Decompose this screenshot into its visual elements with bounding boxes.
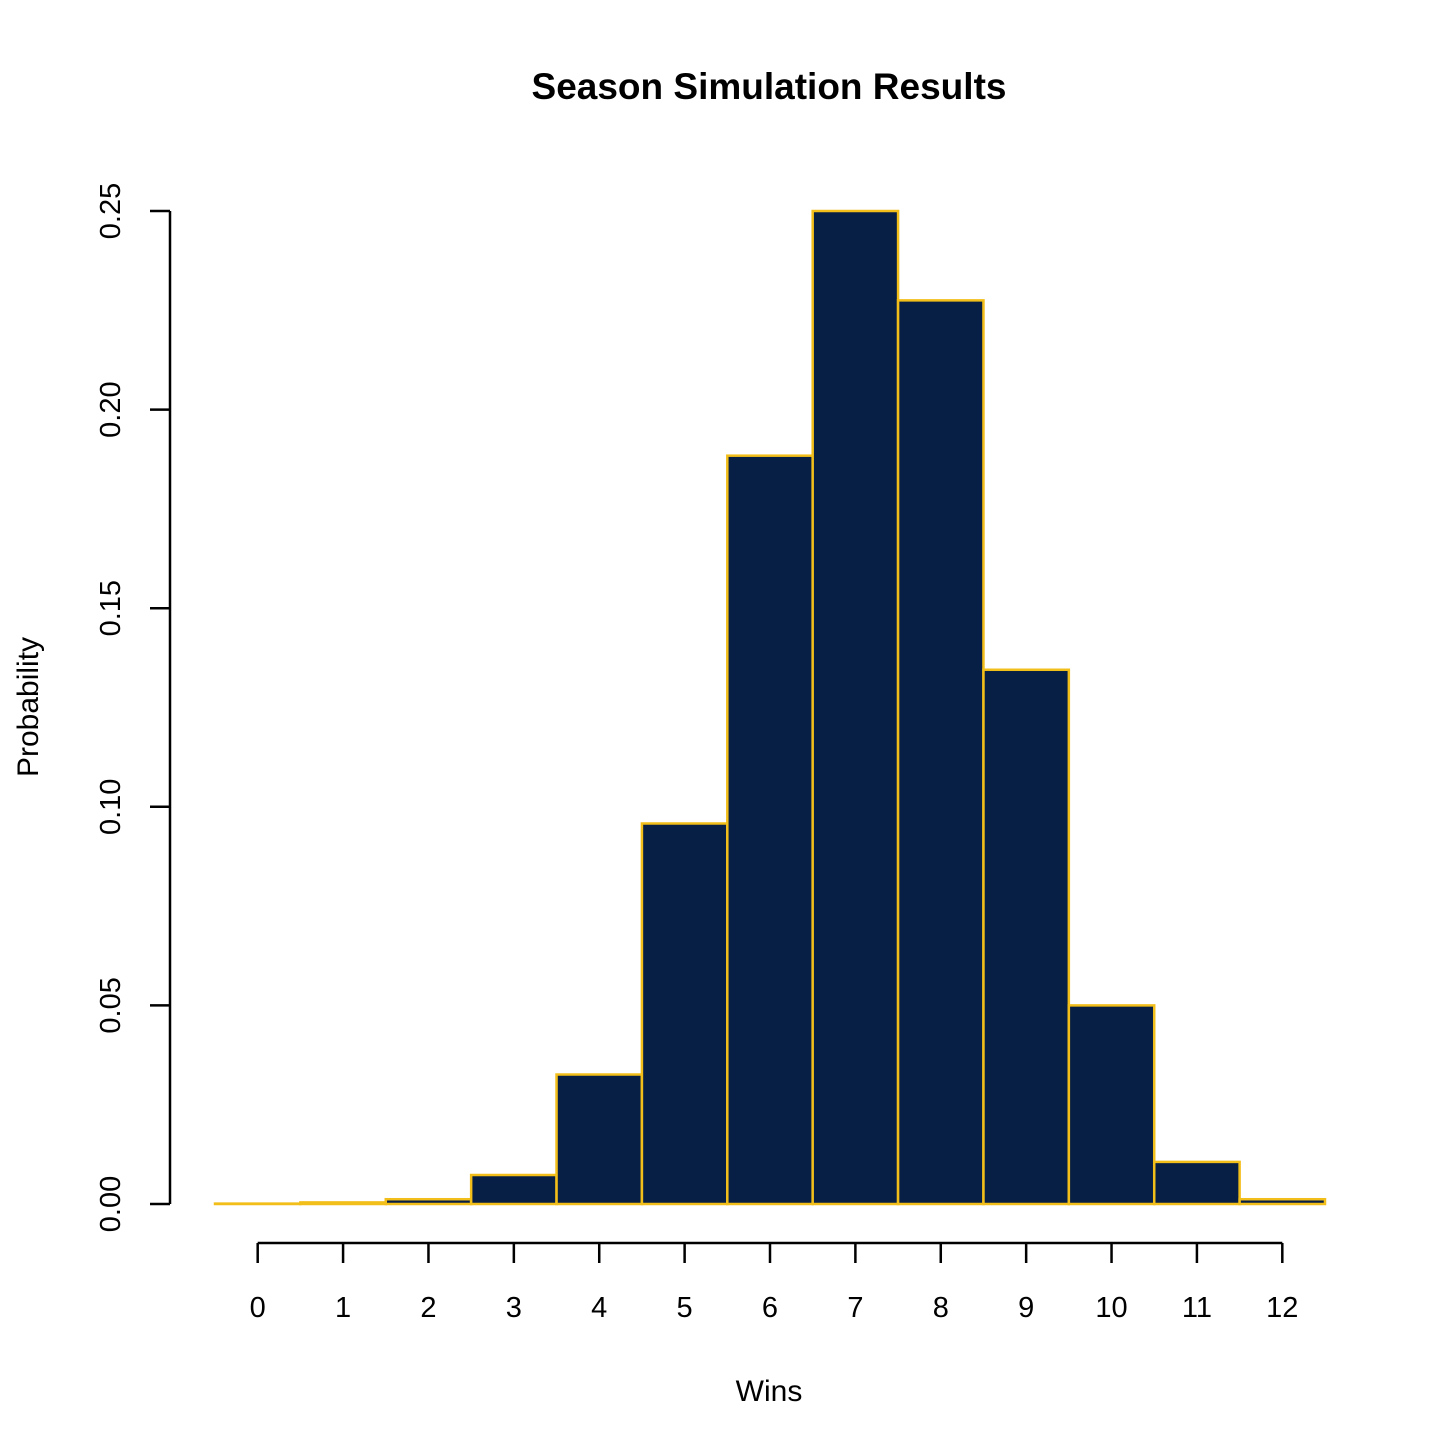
chart-title: Season Simulation Results	[532, 66, 1007, 107]
bar-8-wins	[896, 299, 985, 1206]
x-tick-label: 6	[762, 1292, 778, 1324]
bar-5-wins	[640, 822, 729, 1206]
x-tick-label: 9	[1018, 1292, 1034, 1324]
x-tick-label: 12	[1266, 1292, 1298, 1324]
bar-9-wins	[982, 668, 1071, 1206]
x-tick-label: 4	[591, 1292, 607, 1324]
x-axis-label: Wins	[736, 1375, 803, 1408]
bar-4-wins	[555, 1073, 644, 1206]
x-tick-label: 10	[1095, 1292, 1127, 1324]
x-tick-label: 8	[933, 1292, 949, 1324]
y-tick-label: 0.05	[95, 977, 127, 1033]
y-tick-label: 0.00	[95, 1176, 127, 1232]
bar-2-wins	[384, 1197, 473, 1206]
y-tick-label: 0.20	[95, 381, 127, 437]
x-axis: 0 1 2 3 4 5 6 7 8 9 10 11 12	[250, 1241, 1298, 1324]
y-tick-label: 0.25	[95, 183, 127, 239]
bar-3-wins	[469, 1173, 558, 1206]
bar-12-wins	[1238, 1197, 1327, 1206]
y-axis-label: Probability	[12, 637, 45, 777]
bar-1-wins	[299, 1201, 388, 1206]
x-tick-label: 7	[847, 1292, 863, 1324]
y-tick-label: 0.15	[95, 580, 127, 636]
x-tick-label: 1	[335, 1292, 351, 1324]
bar-11-wins	[1152, 1160, 1241, 1206]
x-tick-label: 2	[420, 1292, 436, 1324]
x-tick-label: 5	[677, 1292, 693, 1324]
x-tick-label: 11	[1182, 1292, 1212, 1324]
bar-7-wins	[811, 209, 900, 1206]
y-tick-label: 0.10	[95, 779, 127, 835]
bar-6-wins	[726, 454, 814, 1206]
bars-group	[213, 209, 1327, 1206]
bar-10-wins	[1067, 1004, 1156, 1206]
x-tick-label: 0	[250, 1292, 266, 1324]
x-tick-label: 3	[506, 1292, 522, 1324]
y-axis: 0.00 0.05 0.10 0.15 0.20 0.25	[95, 183, 172, 1232]
